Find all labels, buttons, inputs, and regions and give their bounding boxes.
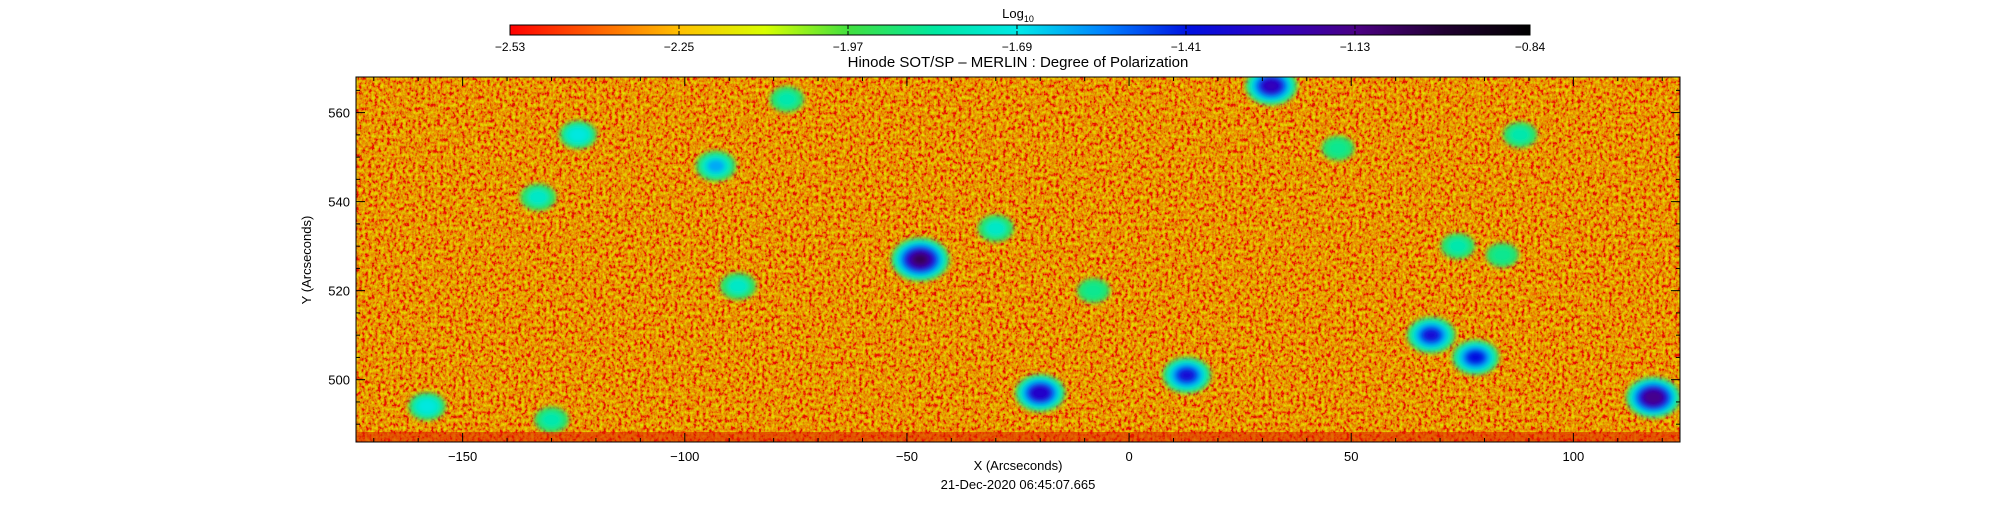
- polarization-feature: [1486, 242, 1519, 268]
- y-axis-label: Y (Arcseconds): [299, 216, 314, 305]
- polarization-feature: [891, 237, 950, 282]
- feature-contour: [913, 254, 927, 265]
- feature-contour: [1646, 392, 1660, 403]
- polarization-feature: [1440, 233, 1475, 259]
- polarization-features: [408, 77, 1680, 433]
- polarization-feature: [1162, 357, 1212, 394]
- polarization-feature: [720, 272, 756, 300]
- feature-contour: [1264, 80, 1279, 92]
- colorbar-tick-label: −1.13: [1340, 40, 1371, 54]
- polarization-feature: [695, 150, 737, 182]
- y-tick-label: 560: [328, 106, 350, 121]
- polarization-feature: [1625, 376, 1680, 419]
- y-tick-label: 540: [328, 195, 350, 210]
- polarization-feature: [1452, 339, 1500, 375]
- polarization-feature: [769, 86, 804, 113]
- x-tick-label: −100: [670, 449, 699, 464]
- colorbar-tick-label: −2.53: [495, 40, 526, 54]
- x-axis-ticks: −150 −100 −50 0 50 100: [373, 77, 1663, 464]
- polarization-feature: [1321, 136, 1355, 161]
- feature-contour: [541, 412, 562, 428]
- x-tick-label: 0: [1125, 449, 1132, 464]
- feature-contour: [1033, 388, 1047, 399]
- colorbar-tick-label: −1.41: [1171, 40, 1202, 54]
- feature-contour: [776, 91, 797, 107]
- colorbar-tick-label: −1.97: [833, 40, 864, 54]
- feature-contour: [1492, 247, 1512, 263]
- polarization-feature: [977, 214, 1014, 242]
- feature-contour: [1510, 127, 1531, 143]
- x-tick-label: 100: [1563, 449, 1585, 464]
- colorbar-tick-label: −2.25: [664, 40, 695, 54]
- chart-title: Hinode SOT/SP – MERLIN : Degree of Polar…: [848, 54, 1189, 71]
- x-tick-label: −150: [448, 449, 477, 464]
- colorbar: Log10 −2.53 −2.25 −1.97 −1.69 −1.41 −1.13 −0.8…: [495, 6, 1546, 54]
- feature-contour: [1179, 369, 1195, 381]
- colorbar-label: Log10: [1002, 6, 1034, 24]
- colorbar-label-subscript: 10: [1024, 14, 1034, 24]
- plot-image: [356, 77, 1680, 442]
- bottom-edge-strip: [356, 432, 1680, 442]
- colorbar-ticks: −2.53 −2.25 −1.97 −1.69 −1.41 −1.13 −0.84: [495, 25, 1546, 54]
- polarization-feature: [1503, 122, 1538, 148]
- feature-contour: [1083, 283, 1104, 298]
- colorbar-label-base: Log: [1002, 6, 1024, 21]
- x-tick-label: −50: [896, 449, 918, 464]
- y-tick-label: 500: [328, 373, 350, 388]
- timestamp: 21-Dec-2020 06:45:07.665: [941, 477, 1096, 492]
- polarization-feature: [408, 392, 446, 421]
- colorbar-gradient: [509, 24, 1531, 36]
- polarization-feature: [1077, 278, 1110, 303]
- polarization-feature: [534, 406, 569, 433]
- feature-contour: [1328, 141, 1348, 156]
- polarization-feature: [559, 120, 597, 149]
- x-axis-label: X (Arcseconds): [974, 458, 1063, 473]
- feature-contour: [418, 400, 436, 413]
- feature-contour: [727, 278, 749, 295]
- y-axis-ticks: 500 520 540 560: [328, 89, 1680, 425]
- feature-contour: [569, 128, 587, 142]
- colorbar-tick-label: −0.84: [1515, 40, 1546, 54]
- x-tick-label: 50: [1344, 449, 1358, 464]
- feature-contour: [527, 189, 549, 205]
- feature-contour: [1447, 238, 1468, 254]
- y-tick-label: 520: [328, 284, 350, 299]
- polarization-feature: [1015, 374, 1066, 412]
- polarization-feature: [1406, 317, 1456, 354]
- colorbar-tick-label: −1.69: [1002, 40, 1033, 54]
- feature-contour: [985, 220, 1007, 237]
- plot-frame: [355, 76, 1681, 443]
- feature-contour: [707, 159, 725, 173]
- polarization-feature: [520, 183, 556, 211]
- feature-contour: [1468, 352, 1483, 363]
- polarization-feature: [1245, 77, 1298, 106]
- feature-contour: [1423, 329, 1439, 341]
